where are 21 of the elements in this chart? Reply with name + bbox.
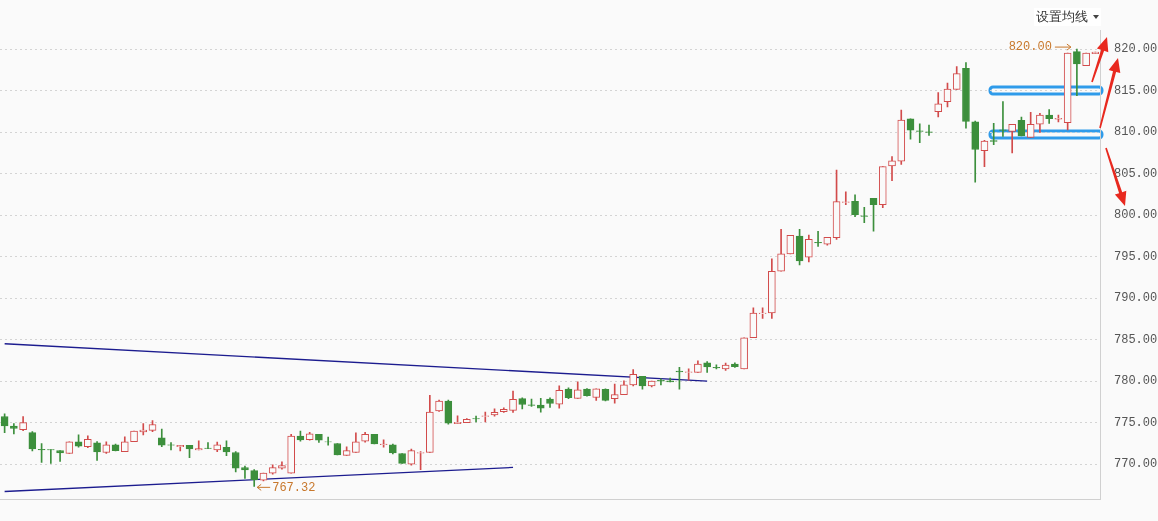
y-tick-label: 770.00 <box>1114 457 1158 472</box>
candlestick <box>241 465 249 479</box>
candlestick <box>657 378 665 386</box>
y-tick-label: 775.00 <box>1114 415 1158 430</box>
candlestick <box>1045 109 1053 124</box>
y-tick-label: 795.00 <box>1114 249 1158 264</box>
y-tick-label: 785.00 <box>1114 332 1158 347</box>
y-tick-label: 820.00 <box>1114 42 1158 57</box>
y-tick-label: 790.00 <box>1114 291 1158 306</box>
annotation: 767.32 <box>272 480 316 495</box>
annotation: 820.00 <box>1008 40 1052 55</box>
candlestick <box>56 450 64 462</box>
y-tick-label: 810.00 <box>1114 125 1158 140</box>
candlestick <box>814 230 822 247</box>
y-tick-label: 780.00 <box>1114 374 1158 389</box>
y-tick-label: 815.00 <box>1114 83 1158 98</box>
candlestick <box>888 156 896 181</box>
candlestick <box>610 383 619 404</box>
text: 设置均线 <box>1036 8 1088 26</box>
y-tick-label: 805.00 <box>1114 166 1158 181</box>
y-tick-label: 800.00 <box>1114 208 1158 223</box>
